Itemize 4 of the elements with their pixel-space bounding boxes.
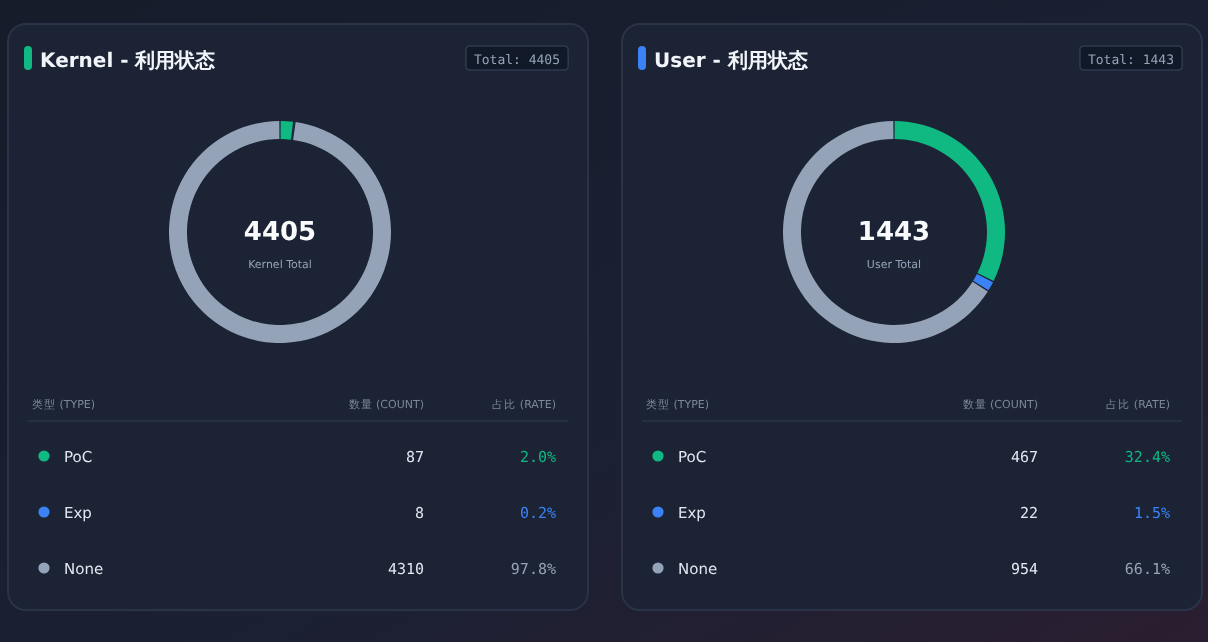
text: 4405	[243, 218, 317, 248]
text: 1443	[857, 218, 931, 248]
chart-title: Kernel - 利用状态	[40, 49, 218, 73]
chart-title: User - 利用状态	[654, 49, 810, 73]
